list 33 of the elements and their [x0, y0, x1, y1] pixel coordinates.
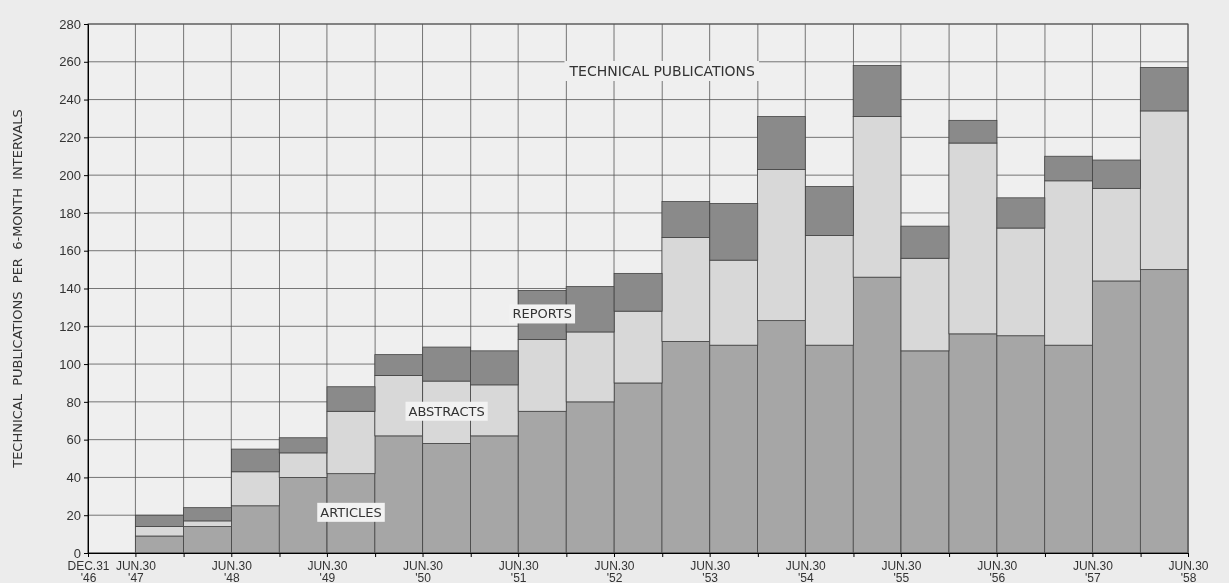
x-tick-label: JUN.30 '52 [594, 558, 635, 583]
y-tick-label: 140 [59, 281, 81, 297]
x-tick-label: JUN.30 '58 [1168, 558, 1209, 583]
y-tick-label: 60 [66, 432, 81, 448]
text: TECHNICAL PUBLICATIONS [568, 63, 756, 79]
y-tick-label: 0 [73, 545, 81, 561]
y-tick-label: 100 [59, 356, 81, 372]
y-tick-label: 240 [59, 92, 81, 108]
series-label: REPORTS [512, 306, 573, 322]
y-tick-label: 120 [59, 318, 81, 334]
x-tick-label: JUN.30 '54 [785, 558, 827, 583]
x-tick-label: DEC.31 '46 [67, 558, 110, 583]
y-tick-label: 20 [66, 507, 81, 523]
x-tick-label: JUN.30 '57 [1072, 558, 1114, 583]
y-tick-label: 260 [59, 54, 81, 70]
x-tick-label: JUN.30 '55 [881, 558, 922, 583]
x-tick-label: JUN.30 '51 [498, 558, 539, 583]
x-tick-label: JUN.30 '56 [977, 558, 1018, 583]
x-tick-label: JUN.30 '53 [690, 558, 731, 583]
x-tick-label: JUN.30 '47 [115, 558, 157, 583]
series-label: ARTICLES [320, 504, 382, 520]
y-tick-label: 180 [59, 205, 81, 221]
y-tick-label: 40 [66, 470, 81, 486]
series-label: ABSTRACTS [408, 403, 485, 419]
x-tick-label: JUN.30 '50 [403, 558, 444, 583]
x-tick-label: JUN.30 '49 [307, 558, 348, 583]
x-tick-label: JUN.30 '48 [211, 558, 253, 583]
y-axis-title: TECHNICAL PUBLICATIONS PER 6-MONTH INTERVALS [9, 109, 25, 469]
y-tick-label: 80 [66, 394, 81, 410]
y-tick-label: 220 [59, 130, 81, 146]
y-tick-label: 160 [59, 243, 81, 259]
y-tick-label: 200 [59, 167, 81, 183]
y-tick-label: 280 [59, 16, 81, 32]
